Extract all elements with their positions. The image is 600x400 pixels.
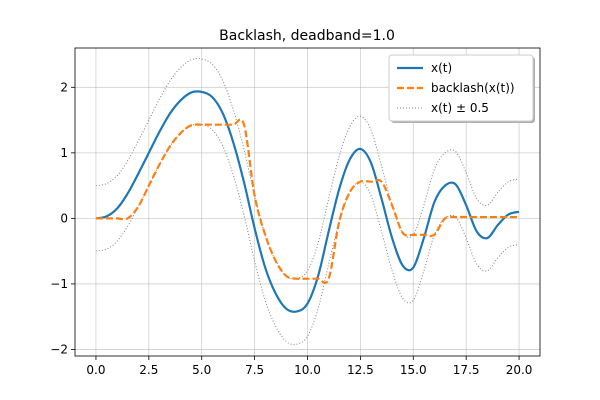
x-tick-label: 15.0: [400, 363, 427, 377]
series-layer: [95, 58, 520, 346]
y-tick-label: 1: [60, 146, 68, 160]
y-tick-label: 2: [60, 80, 68, 94]
chart-title: Backlash, deadband=1.0: [219, 28, 395, 44]
legend-box: [388, 54, 534, 122]
x-tick-label: 10.0: [294, 363, 321, 377]
series-lower-envelope: [95, 123, 520, 346]
x-tick-label: 20.0: [506, 363, 533, 377]
y-tick-label: 0: [60, 211, 68, 225]
x-tick-label: 17.5: [453, 363, 480, 377]
x-tick-label: 12.5: [347, 363, 374, 377]
legend-label: x(t) ± 0.5: [431, 101, 489, 115]
x-axis: 0.0 2.5 5.0 7.5 10.0 12.5 15.0 17.5 20.0: [86, 356, 532, 377]
y-tick-label: −2: [50, 342, 68, 356]
x-tick-label: 2.5: [139, 363, 158, 377]
series-upper-envelope: [95, 58, 520, 280]
legend-label: backlash(x(t)): [431, 81, 515, 95]
x-tick-label: 0.0: [86, 363, 105, 377]
x-tick-label: 7.5: [245, 363, 264, 377]
y-tick-label: −1: [50, 277, 68, 291]
series-x-t: [95, 90, 520, 313]
legend: x(t) backlash(x(t)) x(t) ± 0.5: [388, 54, 535, 123]
legend-label: x(t): [431, 61, 452, 75]
grid: [75, 48, 540, 356]
y-axis: −2 −1 0 1 2: [50, 80, 75, 356]
series-backlash: [95, 118, 520, 284]
x-tick-label: 5.0: [192, 363, 211, 377]
